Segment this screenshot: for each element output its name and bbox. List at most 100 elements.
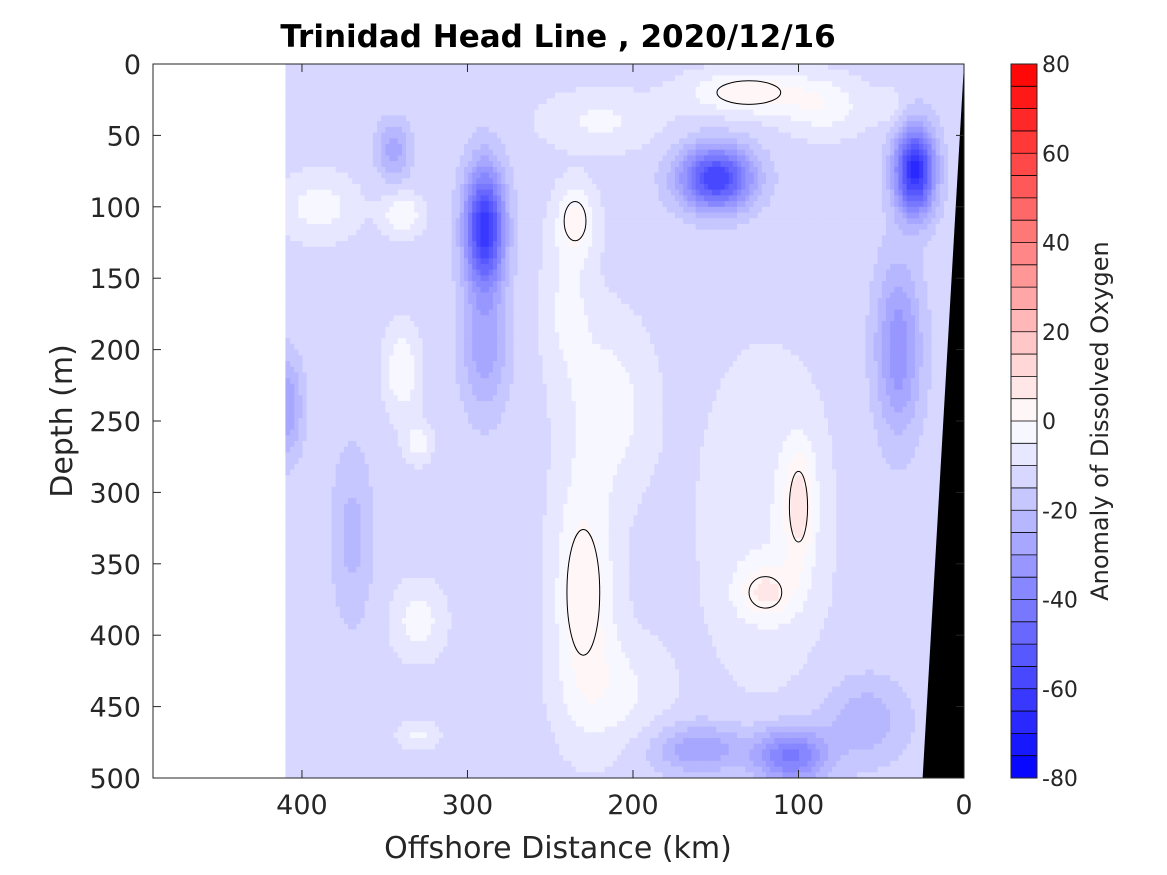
- heatmap-cell: [881, 663, 886, 671]
- heatmap-cell: [839, 560, 845, 568]
- heatmap-cell: [831, 212, 837, 219]
- heatmap-cell: [897, 81, 903, 88]
- heatmap-cell: [835, 303, 841, 311]
- heatmap-cell: [885, 229, 891, 236]
- heatmap-cell: [926, 343, 932, 351]
- heatmap-cell: [827, 212, 833, 219]
- heatmap-cell: [844, 429, 849, 436]
- heatmap-cell: [885, 480, 891, 488]
- heatmap-cell: [881, 498, 886, 505]
- heatmap-cell: [819, 349, 824, 356]
- heatmap-cell: [835, 258, 841, 265]
- heatmap-cell: [930, 469, 936, 476]
- heatmap-cell: [835, 635, 841, 642]
- heatmap-cell: [889, 401, 895, 408]
- heatmap-cell: [868, 555, 874, 562]
- heatmap-cell: [839, 543, 845, 551]
- heatmap-cell: [815, 720, 820, 728]
- heatmap-cell: [864, 698, 870, 705]
- heatmap-cell: [922, 635, 928, 642]
- heatmap-cell: [914, 138, 920, 145]
- heatmap-cell: [831, 458, 837, 465]
- heatmap-cell: [897, 292, 903, 299]
- heatmap-cell: [798, 743, 804, 751]
- heatmap-cell: [885, 703, 891, 711]
- heatmap-cell: [901, 332, 907, 339]
- heatmap-cell: [893, 246, 899, 254]
- heatmap-cell: [798, 435, 804, 442]
- heatmap-cell: [872, 172, 878, 179]
- heatmap-cell: [835, 149, 841, 156]
- heatmap-cell: [798, 298, 804, 305]
- heatmap-cell: [897, 275, 903, 282]
- heatmap-cell: [856, 138, 862, 145]
- heatmap-cell: [906, 189, 911, 196]
- heatmap-cell: [831, 635, 837, 642]
- heatmap-cell: [897, 486, 903, 493]
- heatmap-cell: [806, 126, 812, 134]
- heatmap-cell: [893, 172, 899, 179]
- heatmap-cell: [806, 463, 812, 471]
- heatmap-cell: [856, 303, 862, 311]
- heatmap-cell: [897, 383, 903, 391]
- heatmap-cell: [872, 743, 878, 751]
- heatmap-cell: [827, 132, 833, 139]
- heatmap-cell: [910, 509, 915, 516]
- heatmap-cell: [885, 572, 891, 579]
- heatmap-cell: [844, 406, 849, 414]
- heatmap-cell: [827, 229, 833, 236]
- heatmap-cell: [918, 75, 924, 82]
- heatmap-cell: [897, 372, 903, 379]
- heatmap-cell: [918, 195, 924, 202]
- heatmap-cell: [947, 212, 953, 219]
- heatmap-cell: [889, 480, 895, 488]
- heatmap-cell: [810, 378, 816, 385]
- heatmap-cell: [844, 286, 849, 294]
- heatmap-cell: [918, 126, 924, 134]
- heatmap-cell: [877, 709, 882, 716]
- heatmap-cell: [922, 269, 928, 276]
- heatmap-cell: [827, 206, 833, 214]
- heatmap-cell: [939, 263, 944, 271]
- heatmap-cell: [852, 469, 858, 476]
- heatmap-cell: [881, 109, 886, 117]
- heatmap-cell: [914, 69, 920, 77]
- heatmap-cell: [835, 686, 841, 693]
- heatmap-cell: [815, 81, 820, 88]
- heatmap-cell: [806, 246, 812, 254]
- heatmap-cell: [885, 155, 891, 162]
- heatmap-cell: [848, 75, 853, 82]
- heatmap-cell: [918, 115, 924, 122]
- heatmap-cell: [844, 492, 849, 499]
- heatmap-cell: [893, 315, 899, 322]
- heatmap-cell: [823, 629, 829, 636]
- heatmap-cell: [823, 81, 829, 88]
- heatmap-cell: [806, 715, 812, 722]
- heatmap-cell: [918, 121, 924, 128]
- heatmap-cell: [844, 258, 849, 265]
- heatmap-cell: [881, 618, 886, 625]
- heatmap-cell: [897, 526, 903, 533]
- heatmap-cell: [930, 423, 936, 431]
- heatmap-cell: [815, 189, 820, 196]
- heatmap-cell: [798, 355, 804, 362]
- heatmap-cell: [798, 183, 804, 191]
- heatmap-cell: [819, 589, 824, 596]
- heatmap-cell: [877, 703, 882, 711]
- heatmap-cell: [935, 241, 940, 248]
- heatmap-cell: [852, 361, 858, 368]
- heatmap-cell: [893, 263, 899, 271]
- heatmap-cell: [885, 726, 891, 733]
- heatmap-cell: [802, 189, 808, 196]
- heatmap-cell: [860, 435, 866, 442]
- heatmap-cell: [864, 606, 870, 613]
- heatmap-cell: [856, 543, 862, 551]
- heatmap-cell: [831, 640, 837, 648]
- heatmap-cell: [922, 132, 928, 139]
- heatmap-cell: [918, 86, 924, 94]
- heatmap-cell: [806, 241, 812, 248]
- heatmap-cell: [922, 212, 928, 219]
- heatmap-cell: [914, 178, 920, 185]
- heatmap-cell: [889, 618, 895, 625]
- heatmap-cell: [939, 429, 944, 436]
